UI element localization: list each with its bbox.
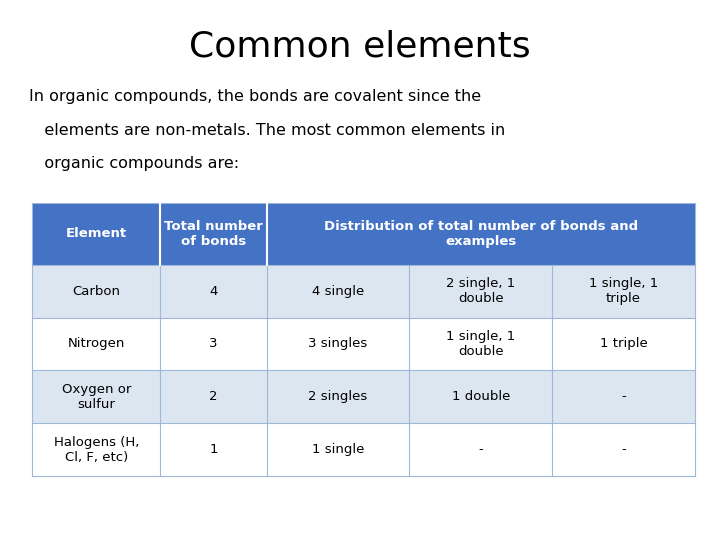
Text: 1: 1 <box>210 443 218 456</box>
Text: organic compounds are:: organic compounds are: <box>29 156 239 171</box>
Text: -: - <box>621 443 626 456</box>
Bar <box>32 423 695 476</box>
Text: Distribution of total number of bonds and
examples: Distribution of total number of bonds an… <box>324 220 638 247</box>
Bar <box>32 318 695 370</box>
Text: Total number
of bonds: Total number of bonds <box>164 220 263 247</box>
Text: 2: 2 <box>210 390 218 403</box>
Bar <box>32 370 695 423</box>
Text: Halogens (H,
Cl, F, etc): Halogens (H, Cl, F, etc) <box>54 436 139 464</box>
Text: 3: 3 <box>210 338 218 350</box>
Text: 1 triple: 1 triple <box>600 338 647 350</box>
Text: -: - <box>621 390 626 403</box>
Text: elements are non-metals. The most common elements in: elements are non-metals. The most common… <box>29 123 505 138</box>
Text: Element: Element <box>66 227 127 240</box>
Text: 1 single, 1
double: 1 single, 1 double <box>446 330 516 358</box>
Text: Common elements: Common elements <box>189 30 531 64</box>
Bar <box>32 265 695 318</box>
Text: Oxygen or
sulfur: Oxygen or sulfur <box>62 383 131 411</box>
Text: In organic compounds, the bonds are covalent since the: In organic compounds, the bonds are cova… <box>29 89 481 104</box>
Text: 2 single, 1
double: 2 single, 1 double <box>446 277 516 305</box>
Text: 4 single: 4 single <box>312 285 364 298</box>
Text: 1 single: 1 single <box>312 443 364 456</box>
Text: 4: 4 <box>210 285 217 298</box>
Text: 2 singles: 2 singles <box>308 390 368 403</box>
Text: 3 singles: 3 singles <box>308 338 368 350</box>
Text: 1 single, 1
triple: 1 single, 1 triple <box>589 277 658 305</box>
Text: 1 double: 1 double <box>451 390 510 403</box>
Text: Nitrogen: Nitrogen <box>68 338 125 350</box>
Bar <box>32 202 695 265</box>
Text: Carbon: Carbon <box>73 285 120 298</box>
Text: -: - <box>478 443 483 456</box>
